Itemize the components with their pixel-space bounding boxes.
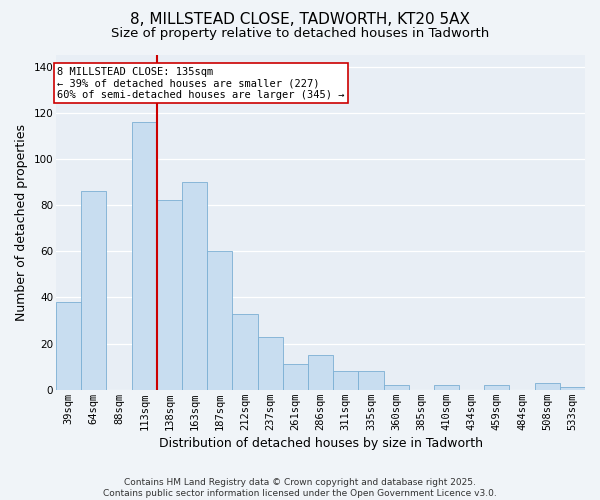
Bar	[157, 200, 182, 390]
Bar	[283, 364, 308, 390]
Bar	[535, 383, 560, 390]
Bar	[56, 302, 81, 390]
Bar	[308, 355, 333, 390]
Bar	[560, 388, 585, 390]
Bar	[484, 385, 509, 390]
Y-axis label: Number of detached properties: Number of detached properties	[15, 124, 28, 321]
Bar	[257, 336, 283, 390]
Bar	[131, 122, 157, 390]
Text: 8, MILLSTEAD CLOSE, TADWORTH, KT20 5AX: 8, MILLSTEAD CLOSE, TADWORTH, KT20 5AX	[130, 12, 470, 28]
Text: Contains HM Land Registry data © Crown copyright and database right 2025.
Contai: Contains HM Land Registry data © Crown c…	[103, 478, 497, 498]
X-axis label: Distribution of detached houses by size in Tadworth: Distribution of detached houses by size …	[158, 437, 482, 450]
Bar	[358, 372, 383, 390]
Bar	[81, 191, 106, 390]
Bar	[383, 385, 409, 390]
Bar	[232, 314, 257, 390]
Text: Size of property relative to detached houses in Tadworth: Size of property relative to detached ho…	[111, 28, 489, 40]
Text: 8 MILLSTEAD CLOSE: 135sqm
← 39% of detached houses are smaller (227)
60% of semi: 8 MILLSTEAD CLOSE: 135sqm ← 39% of detac…	[58, 66, 345, 100]
Bar	[182, 182, 207, 390]
Bar	[434, 385, 459, 390]
Bar	[207, 251, 232, 390]
Bar	[333, 372, 358, 390]
